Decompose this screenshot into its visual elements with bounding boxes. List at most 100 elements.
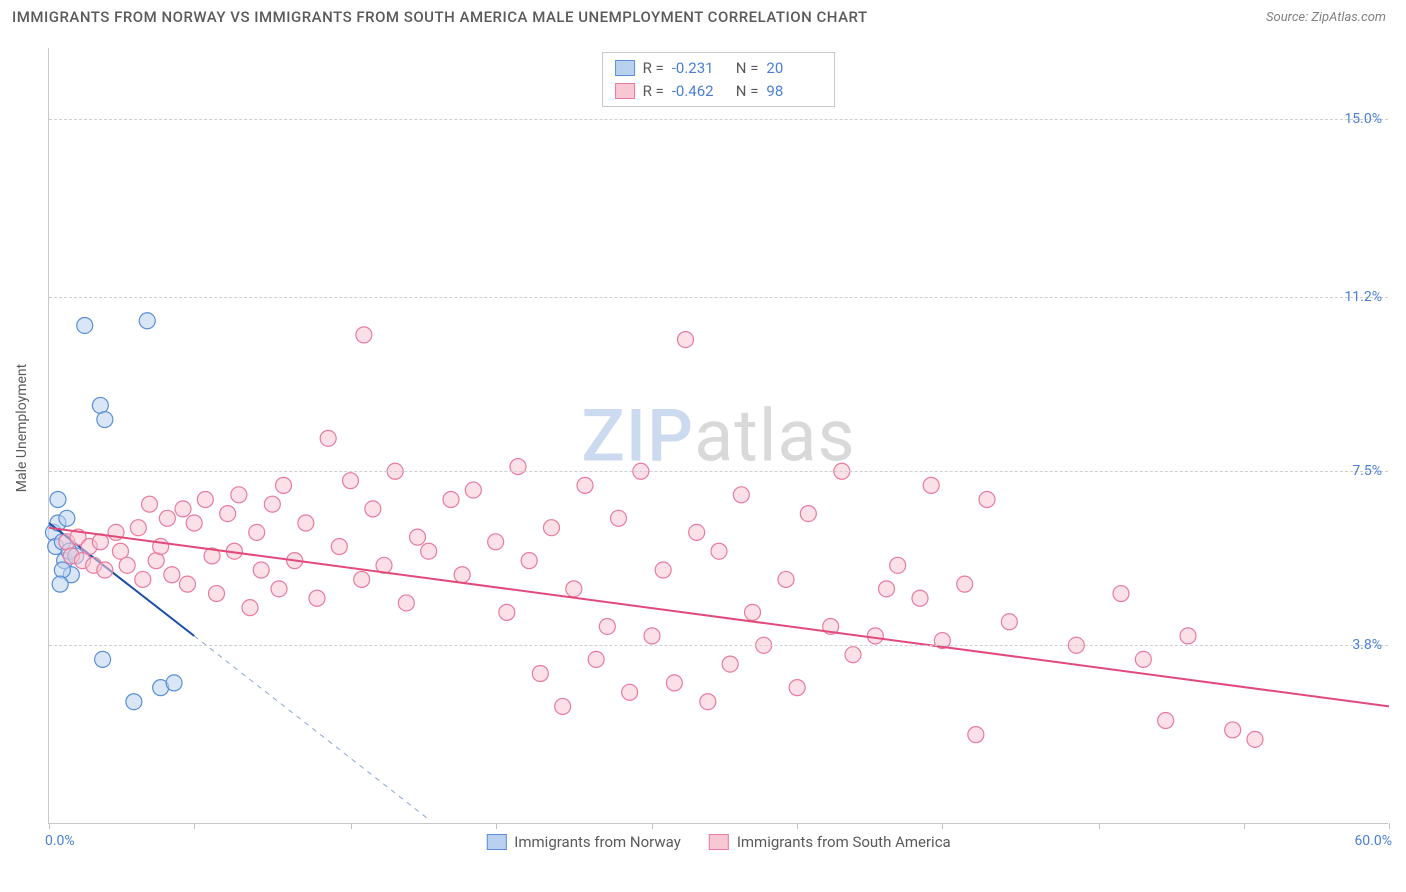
scatter-point-south_america [97,562,113,578]
scatter-point-south_america [1135,651,1151,667]
y-axis-label: Male Unemployment [14,364,30,492]
x-tick [351,823,352,829]
scatter-point-south_america [979,491,995,507]
scatter-point-south_america [142,496,158,512]
legend-label: Immigrants from South America [737,833,951,851]
scatter-point-south_america [264,496,280,512]
scatter-point-south_america [179,576,195,592]
correlation-stats-box: R = -0.231 N = 20R = -0.462 N = 98 [602,52,836,107]
scatter-point-norway [59,510,75,526]
scatter-point-south_america [555,698,571,714]
scatter-point-south_america [1113,586,1129,602]
scatter-point-south_america [867,628,883,644]
scatter-point-south_america [242,600,258,616]
scatter-point-south_america [722,656,738,672]
scatter-point-south_america [1158,713,1174,729]
scatter-point-south_america [271,581,287,597]
x-tick [496,823,497,829]
gridline [49,471,1388,472]
scatter-point-norway [95,651,111,667]
x-tick [49,823,50,829]
gridline [49,645,1388,646]
scatter-point-south_america [1247,731,1263,747]
scatter-point-norway [166,675,182,691]
scatter-point-south_america [410,529,426,545]
scatter-point-south_america [1180,628,1196,644]
stats-n-value: 20 [766,57,822,80]
scatter-point-south_america [711,543,727,559]
stats-n-value: 98 [766,80,822,103]
stats-swatch [615,60,635,76]
stats-n-label: N = [736,80,759,103]
scatter-point-south_america [499,604,515,620]
scatter-point-south_america [789,680,805,696]
legend-item: Immigrants from Norway [486,833,681,851]
scatter-point-south_america [421,543,437,559]
scatter-point-south_america [356,327,372,343]
y-tick-label: 7.5% [1352,463,1382,479]
scatter-point-south_america [968,727,984,743]
x-tick [942,823,943,829]
scatter-svg [49,48,1388,823]
stats-r-value: -0.462 [672,80,728,103]
scatter-point-south_america [544,520,560,536]
legend-item: Immigrants from South America [709,833,951,851]
gridline [49,119,1388,120]
scatter-point-south_america [745,604,761,620]
stats-row: R =-0.231N =20 [615,57,823,80]
stats-row: R = -0.462 N = 98 [615,80,823,103]
stats-r-label: R = [643,80,664,103]
scatter-point-south_america [532,666,548,682]
scatter-point-south_america [253,562,269,578]
scatter-point-norway [77,317,93,333]
scatter-point-norway [54,562,70,578]
scatter-point-south_america [331,539,347,555]
scatter-point-norway [52,576,68,592]
x-tick [1389,823,1390,829]
x-tick [797,823,798,829]
scatter-point-south_america [119,557,135,573]
scatter-point-south_america [611,510,627,526]
scatter-point-south_america [588,651,604,667]
scatter-point-norway [97,412,113,428]
chart-title: IMMIGRANTS FROM NORWAY VS IMMIGRANTS FRO… [12,8,868,26]
x-tick [1099,823,1100,829]
scatter-point-norway [126,694,142,710]
scatter-point-south_america [320,430,336,446]
scatter-point-south_america [488,534,504,550]
scatter-point-south_america [197,491,213,507]
stats-n-label: N = [736,57,759,80]
scatter-point-south_america [644,628,660,644]
scatter-point-south_america [343,473,359,489]
scatter-point-south_america [298,515,314,531]
x-axis-max-label: 60.0% [1354,833,1392,849]
scatter-point-south_america [700,694,716,710]
legend-label: Immigrants from Norway [514,833,681,851]
scatter-point-south_america [175,501,191,517]
trend-line-ext-norway [194,636,428,819]
scatter-point-south_america [443,491,459,507]
scatter-point-south_america [599,618,615,634]
x-tick [652,823,653,829]
scatter-point-south_america [1225,722,1241,738]
scatter-point-south_america [655,562,671,578]
scatter-point-south_america [135,571,151,587]
x-axis-min-label: 0.0% [45,833,75,849]
scatter-point-south_america [879,581,895,597]
scatter-point-south_america [845,647,861,663]
scatter-point-south_america [666,675,682,691]
gridline [49,297,1388,298]
scatter-point-south_america [912,590,928,606]
scatter-point-south_america [566,581,582,597]
scatter-point-south_america [220,506,236,522]
scatter-point-south_america [186,515,202,531]
legend: Immigrants from Norway Immigrants from So… [486,833,950,851]
scatter-point-south_america [231,487,247,503]
stats-swatch [615,83,635,99]
y-tick-label: 15.0% [1344,111,1382,127]
scatter-point-south_america [923,477,939,493]
scatter-point-norway [50,491,66,507]
scatter-point-south_america [276,477,292,493]
y-tick-label: 11.2% [1344,289,1382,305]
stats-r-value: -0.231 [672,57,728,80]
